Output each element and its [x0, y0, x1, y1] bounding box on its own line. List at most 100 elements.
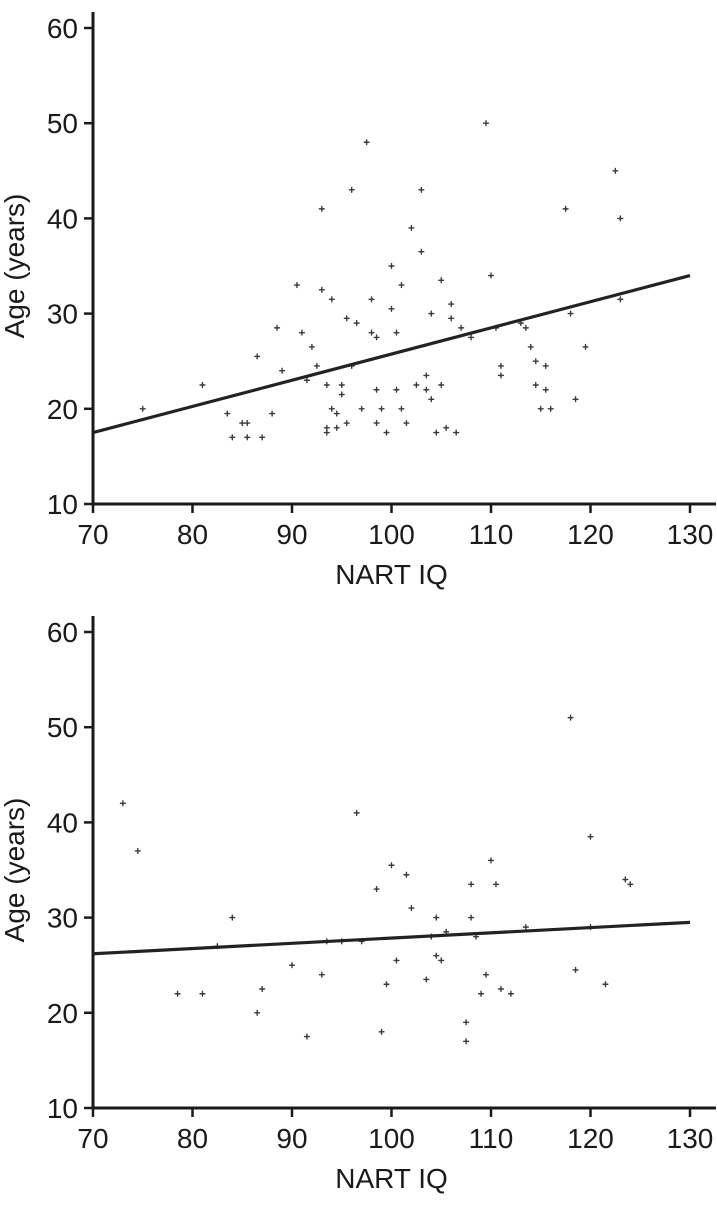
scatter-point [537, 405, 544, 412]
scatter-point [119, 800, 126, 807]
scatter-point [532, 358, 539, 365]
x-tick-label: 110 [469, 1123, 514, 1154]
scatter-point [403, 871, 410, 878]
scatter-point [428, 396, 435, 403]
scatter-point [318, 286, 325, 293]
scatter-point [627, 881, 634, 888]
x-tick-label: 80 [177, 1123, 208, 1154]
scatter-point [448, 315, 455, 322]
scatter-point [318, 205, 325, 212]
scatter-point [482, 120, 490, 127]
scatter-point [408, 904, 415, 912]
scatter-point [199, 990, 206, 997]
scatter-point [617, 296, 624, 303]
x-tick-label: 70 [77, 1123, 108, 1154]
x-axis-label: NART IQ [335, 1163, 448, 1194]
y-tick-label: 60 [47, 617, 78, 648]
scatter-point [288, 962, 296, 969]
scatter-plot-top: 70 80 90 100 110 120 130 10 20 30 40 50 60 NART IQ Age… [0, 12, 716, 590]
scatter-point [477, 990, 485, 997]
x-tick-label: 90 [276, 519, 307, 550]
scatter-point [388, 262, 395, 270]
x-tick-label: 130 [667, 519, 714, 550]
y-tick-label: 20 [47, 998, 78, 1029]
scatter-point [487, 857, 495, 864]
scatter-point [567, 714, 574, 721]
scatter-point [254, 1009, 261, 1016]
scatter-point [368, 329, 375, 336]
y-tick-label: 50 [47, 108, 78, 139]
scatter-point [328, 296, 335, 303]
scatter-point [468, 881, 475, 888]
x-tick-label: 100 [368, 519, 415, 550]
scatter-point [572, 396, 579, 403]
scatter-point [507, 990, 514, 997]
scatter-point [343, 419, 350, 427]
scatter-point [522, 924, 529, 931]
x-axis-label: NART IQ [335, 559, 448, 590]
y-tick-label: 40 [47, 807, 78, 838]
scatter-point [343, 315, 350, 322]
y-axis-label: Age (years) [0, 798, 30, 943]
scatter-point [308, 343, 315, 351]
bottom-chart-svg: 70 80 90 100 110 120 130 10 20 30 40 50 60 NART IQ Age… [0, 616, 716, 1194]
scatter-point [448, 300, 455, 308]
scatter-point [433, 429, 440, 436]
scatter-point [388, 862, 395, 869]
scatter-point [398, 405, 405, 412]
scatter-point [353, 320, 360, 327]
scatter-point [373, 334, 380, 341]
scatter-point [433, 914, 440, 921]
x-tick-label: 120 [567, 519, 614, 550]
scatter-point [463, 1019, 470, 1026]
scatter-point [482, 971, 490, 978]
x-tick-label: 70 [77, 519, 108, 550]
y-tick-label: 40 [47, 203, 78, 234]
scatter-point [602, 981, 609, 988]
scatter-point [438, 381, 445, 389]
scatter-point [393, 957, 400, 964]
scatter-point [403, 419, 410, 427]
scatter-point [497, 372, 505, 379]
scatter-point [428, 310, 435, 317]
scatter-point [468, 334, 475, 341]
scatter-point [453, 429, 460, 436]
scatter-point [542, 386, 549, 393]
scatter-point [333, 410, 340, 417]
x-tick-label: 100 [368, 1123, 415, 1154]
y-tick-label: 10 [47, 1093, 78, 1124]
scatter-point [269, 410, 276, 417]
scatter-point [363, 139, 370, 146]
scatter-point [293, 281, 301, 289]
scatter-point [259, 434, 266, 441]
scatter-point [254, 353, 261, 360]
scatter-point [562, 205, 569, 212]
scatter-point [622, 876, 629, 883]
scatter-point [487, 272, 495, 279]
scatter-point [358, 405, 365, 412]
scatter-point [244, 419, 251, 427]
top-chart-svg: 70 80 90 100 110 120 130 10 20 30 40 50 60 NART IQ Age… [0, 12, 716, 590]
scatter-point [572, 966, 579, 974]
scatter-point [134, 847, 141, 855]
scatter-point [259, 985, 266, 993]
scatter-point [438, 277, 445, 284]
scatter-point [458, 324, 465, 331]
x-tick-label: 80 [177, 519, 208, 550]
scatter-point [229, 434, 236, 441]
scatter-point [373, 885, 380, 893]
scatter-point [492, 881, 500, 888]
scatter-point [273, 324, 281, 331]
scatter-point [423, 372, 430, 379]
scatter-point [373, 386, 380, 393]
scatter-point [418, 248, 425, 255]
scatter-point [393, 329, 400, 336]
x-tick-label: 90 [276, 1123, 307, 1154]
scatter-point [617, 215, 624, 222]
scatter-point [378, 1028, 385, 1035]
scatter-point [527, 343, 534, 351]
scatter-point [244, 434, 251, 441]
scatter-point [497, 985, 505, 993]
scatter-point [239, 419, 246, 427]
scatter-point [433, 952, 440, 959]
